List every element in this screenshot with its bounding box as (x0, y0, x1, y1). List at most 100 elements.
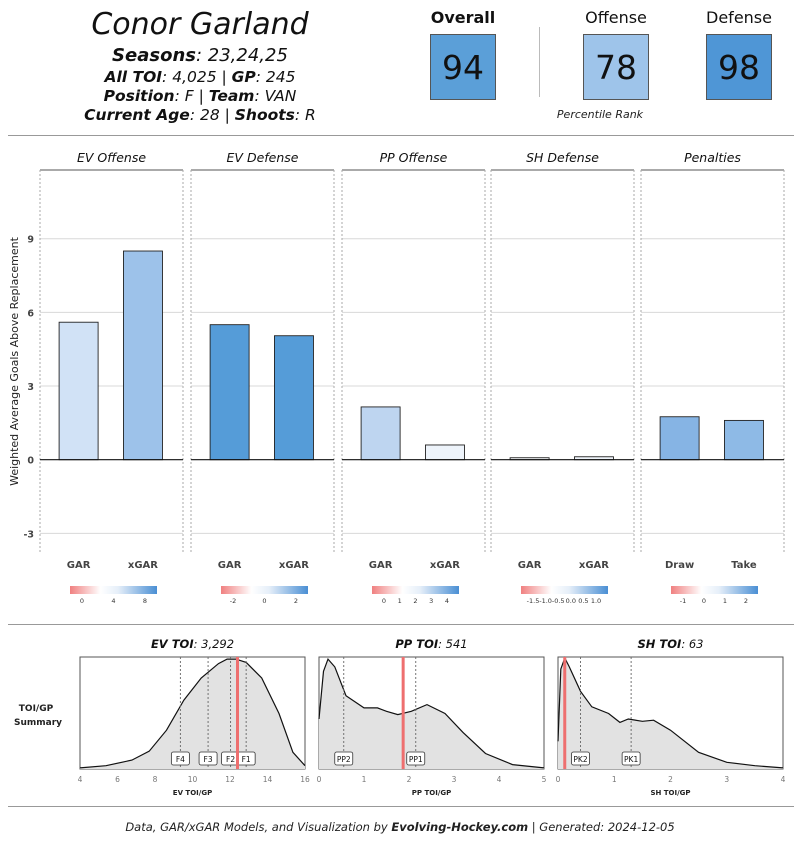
density-curve (318, 657, 545, 769)
color-scale-tick: 0 (382, 597, 386, 605)
x-tick-label: 2 (668, 775, 673, 784)
line-marker-label: F2 (226, 755, 235, 764)
color-scale-tick: 0 (80, 597, 84, 605)
density-fill (80, 659, 305, 769)
x-tick-label: 3 (452, 775, 457, 784)
panel-title: SH Defense (526, 150, 599, 165)
density-fill (558, 658, 783, 769)
x-tick-label: 4 (781, 775, 786, 784)
color-scale-bar (521, 586, 608, 594)
panel-title: EV Offense (77, 150, 146, 165)
bar-xgar (274, 335, 314, 461)
panel-penalties: Penalties Draw Take -1 0 1 2 (640, 150, 785, 605)
line-marker-label: PP2 (337, 755, 351, 764)
footer-brand: Evolving-Hockey.com (391, 820, 529, 834)
line-marker-label: F1 (242, 755, 251, 764)
toi-title-label: EV TOI (151, 637, 194, 651)
color-scale-tick: 8 (143, 597, 147, 605)
color-scale-tick: 2 (413, 597, 417, 605)
position-line: Position: F | Team: VAN (40, 87, 360, 106)
y-tick-label: 0 (27, 456, 34, 467)
toi-value: : 4,025 | (162, 68, 232, 86)
age-value: : 28 | (189, 106, 235, 124)
color-scale-tick: 0 (702, 597, 706, 605)
position-value: : F | (174, 87, 209, 105)
x-tick-label: xGAR (579, 560, 609, 571)
line-marker-label: F3 (204, 755, 213, 764)
overall-value: 94 (430, 34, 496, 100)
gp-value: : 245 (255, 68, 296, 86)
color-scale-bar (671, 586, 758, 594)
y-tick-label: 6 (27, 308, 34, 319)
color-scale-bar (372, 586, 459, 594)
footer-suffix: | Generated: 2024-12-05 (528, 820, 675, 834)
panel-ev-defense: EV Defense GAR xGAR -2 0 2 (190, 150, 335, 605)
bar-take (724, 419, 764, 461)
shoots-value: : R (294, 106, 316, 124)
x-tick-label: 6 (115, 775, 120, 784)
color-scale-tick: 3 (429, 597, 433, 605)
bar-xgar (425, 444, 465, 461)
toi-panel-title: PP TOI: 541 (395, 637, 467, 651)
rank-divider (539, 27, 540, 97)
x-tick-label: GAR (218, 560, 242, 571)
bar-gar (360, 406, 401, 461)
color-scale-tick: -1 (680, 597, 686, 605)
gp-label: GP (231, 68, 256, 86)
offense-label: Offense (585, 8, 647, 27)
color-scale-bar (70, 586, 157, 594)
footer-credit: Data, GAR/xGAR Models, and Visualization… (0, 820, 800, 834)
overall-label: Overall (430, 8, 496, 27)
line-marker-label: PK1 (624, 755, 638, 764)
x-tick-label: 3 (724, 775, 729, 784)
line-marker-label: PK2 (573, 755, 587, 764)
x-tick-label: Take (731, 560, 757, 571)
x-tick-label: xGAR (279, 560, 309, 571)
divider-top (8, 135, 794, 136)
overall-rank: Overall 94 (430, 8, 496, 100)
offense-value: 78 (583, 34, 649, 100)
seasons-value: : 23,24,25 (195, 45, 288, 66)
color-scale-tick: 0 (262, 597, 266, 605)
line-marker-box (170, 751, 190, 766)
x-tick-label: 4 (497, 775, 502, 784)
toi-panel-1: EV TOI: 3,292 F4 F3 F2 F1 4 6 8 10 12 14 16 EV TOI/G… (78, 637, 310, 797)
percentile-caption: Percentile Rank (556, 108, 644, 121)
line-marker-box (571, 751, 590, 766)
position-label: Position (103, 87, 175, 105)
y-tick-label: 3 (27, 382, 34, 393)
x-tick-label: GAR (67, 560, 91, 571)
x-tick-label: 2 (407, 775, 412, 784)
panel-ev-offense: EV Offense GAR xGAR 0 4 8 (39, 150, 184, 605)
shoots-label: Shoots (234, 106, 295, 124)
line-marker-box (334, 751, 354, 766)
row-label-line1: TOI/GP (19, 704, 54, 714)
panel-sh-defense: SH Defense GAR xGAR -1.5 -1.0 -0.5 0.0 0.5 1.0 (490, 150, 635, 605)
color-scale-tick: -0.5 (552, 597, 565, 605)
line-marker-label: PP1 (409, 755, 423, 764)
color-scale-tick: 1.0 (591, 597, 601, 605)
x-tick-label: 4 (78, 775, 83, 784)
y-tick-label: 9 (27, 235, 34, 246)
divider-middle (8, 624, 794, 625)
color-scale-tick: 4 (111, 597, 115, 605)
player-name: Conor Garland (91, 7, 309, 42)
footer-prefix: Data, GAR/xGAR Models, and Visualization… (125, 820, 392, 834)
x-tick-label: 14 (263, 775, 273, 784)
player-info: Conor Garland Seasons: 23,24,25 All TOI:… (40, 6, 360, 125)
bar-draw (659, 416, 700, 461)
defense-label: Defense (706, 8, 772, 27)
x-axis-label: EV TOI/GP (173, 789, 212, 797)
color-scale-tick: -1.0 (539, 597, 552, 605)
divider-bottom (8, 806, 794, 807)
toi-title-value: : 3,292 (194, 637, 234, 651)
defense-value: 98 (706, 34, 772, 100)
color-scale-tick: -1.5 (527, 597, 540, 605)
bar-gar (209, 324, 250, 461)
toi-title-value: : 541 (438, 637, 467, 651)
toi-title-label: PP TOI (395, 637, 438, 651)
panel-title: Penalties (684, 150, 741, 165)
team-value: : VAN (254, 87, 297, 105)
x-tick-label: 10 (188, 775, 198, 784)
